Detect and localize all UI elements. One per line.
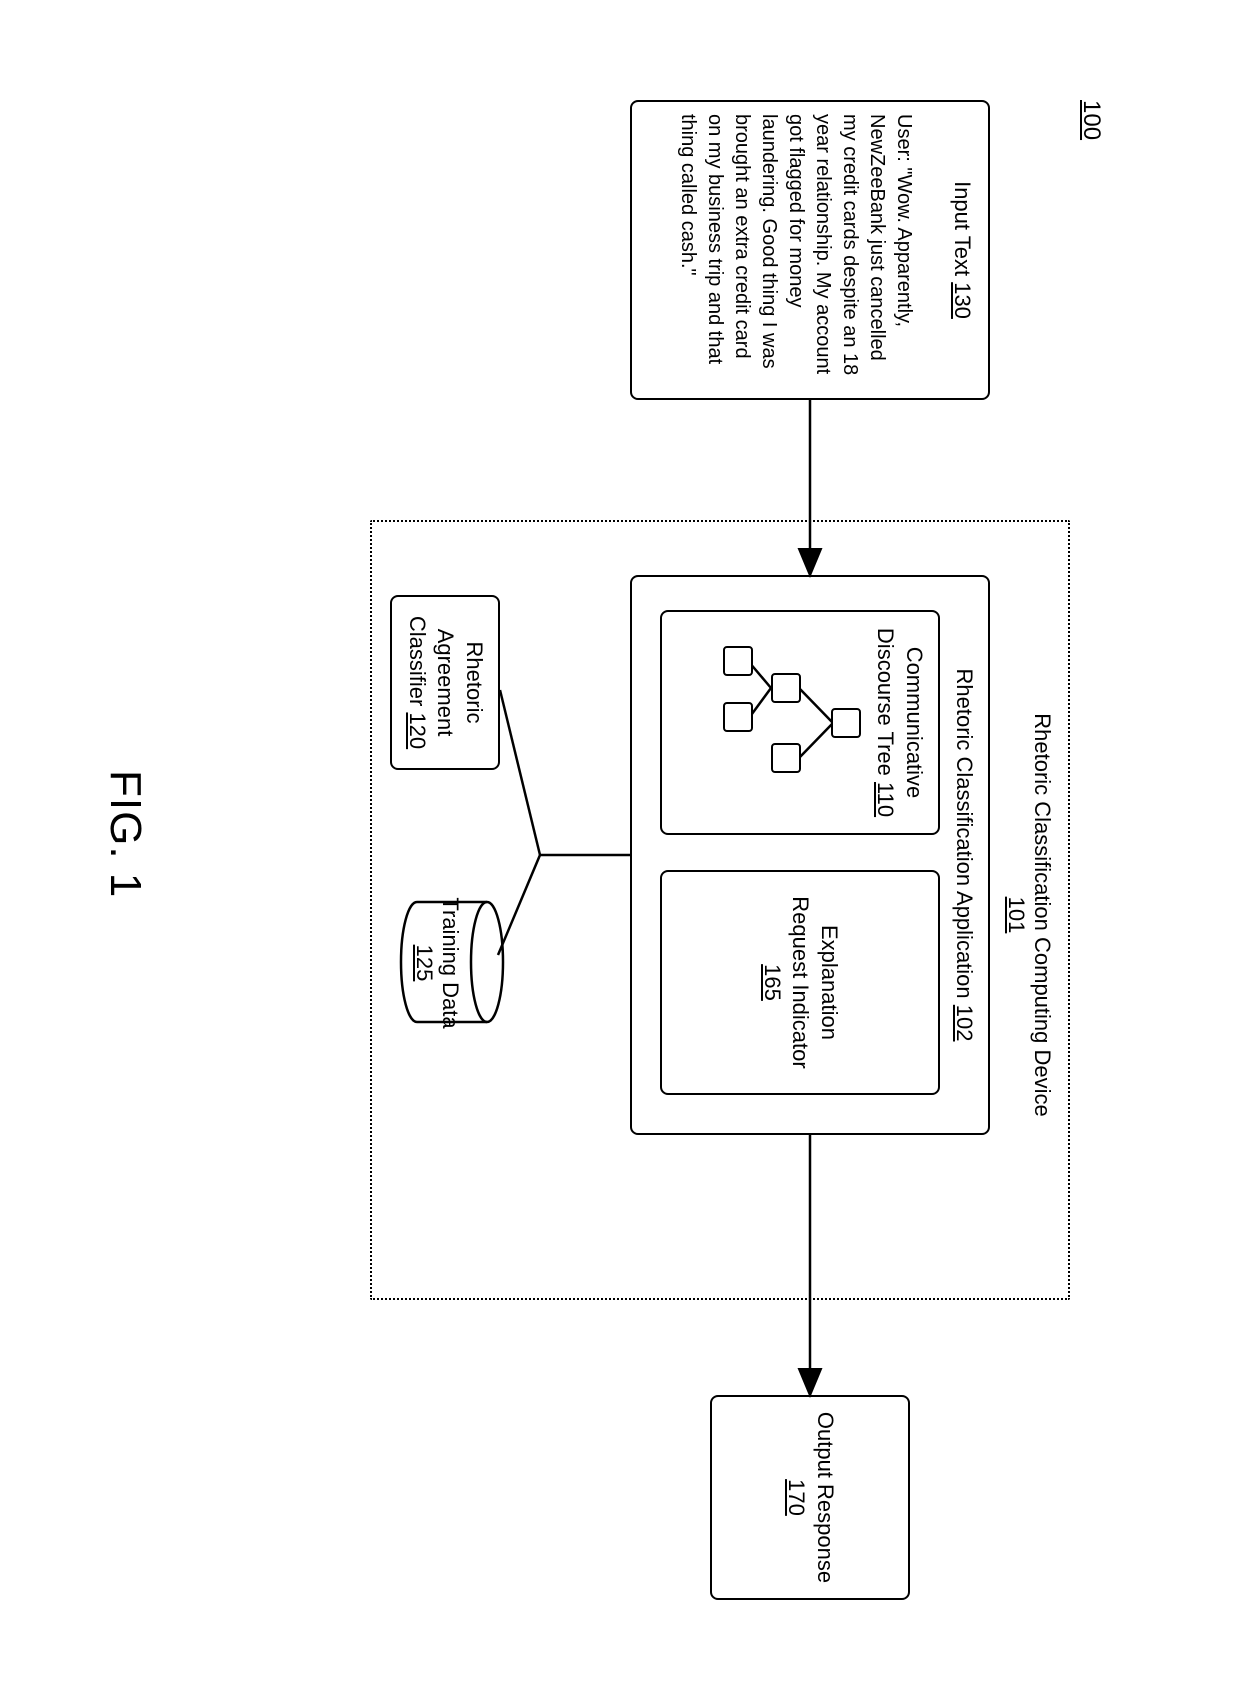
discourse-tree-box: Communicative Discourse Tree 110 — [660, 610, 940, 835]
discourse-tree-icon — [721, 638, 861, 808]
app-title: Rhetoric Classification Application — [952, 668, 977, 998]
classifier-box: Rhetoric Agreement Classifier 120 — [390, 595, 500, 770]
app-ref: 102 — [952, 1005, 977, 1042]
output-box: Output Response 170 — [710, 1395, 910, 1600]
input-text-ref: 130 — [950, 282, 975, 319]
explanation-title: Explanation Request Indicator — [788, 896, 842, 1068]
device-title-row: Rhetoric Classification Computing Device… — [1003, 700, 1055, 1130]
classifier-title-row: Rhetoric Agreement Classifier 120 — [402, 607, 488, 758]
training-data-ref: 125 — [412, 945, 437, 982]
figure-ref-100: 100 — [1077, 100, 1105, 140]
explanation-box: Explanation Request Indicator 165 — [660, 870, 940, 1095]
output-title-row: Output Response 170 — [781, 1412, 838, 1583]
training-data-title-row: Training Data 125 — [411, 878, 463, 1048]
input-text-box: Input Text 130 User: "Wow. Apparently, N… — [630, 100, 990, 400]
discourse-tree-ref: 110 — [873, 782, 898, 817]
figure-caption: FIG. 1 — [100, 770, 150, 898]
output-title: Output Response — [813, 1412, 838, 1583]
device-title: Rhetoric Classification Computing Device — [1030, 713, 1055, 1117]
input-text-title-row: Input Text 130 — [947, 181, 976, 319]
output-ref: 170 — [784, 1479, 809, 1516]
input-text-body: User: "Wow. Apparently, NewZeeBank just … — [670, 112, 921, 388]
training-data-db: Training Data 125 — [395, 895, 505, 1030]
discourse-tree-title: Communicative Discourse Tree — [873, 628, 927, 798]
explanation-title-row: Explanation Request Indicator 165 — [757, 882, 843, 1083]
training-data-title: Training Data — [438, 897, 463, 1028]
discourse-tree-title-row: Communicative Discourse Tree 110 — [871, 622, 928, 823]
device-ref: 101 — [1004, 897, 1029, 934]
app-title-row: Rhetoric Classification Application 102 — [949, 668, 978, 1041]
classifier-ref: 120 — [405, 712, 430, 749]
input-text-title: Input Text — [950, 181, 975, 276]
explanation-ref: 165 — [760, 964, 785, 1001]
